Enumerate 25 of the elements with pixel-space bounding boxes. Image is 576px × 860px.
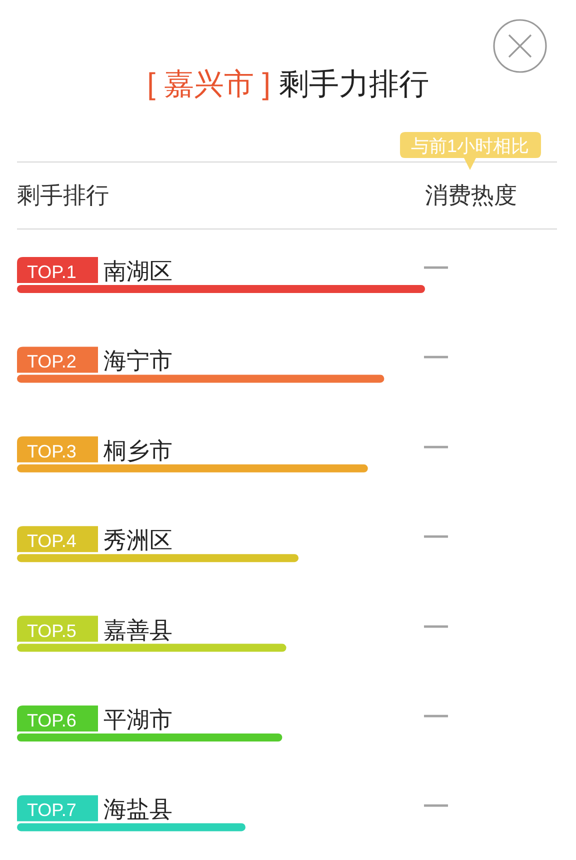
- category-label: TOP.2 海宁市: [27, 348, 172, 374]
- annotation: —: [424, 612, 448, 639]
- annotation: —: [424, 253, 448, 280]
- category-label: TOP.4 秀洲区: [27, 527, 172, 554]
- category-label: TOP.7 海盐县: [27, 796, 172, 822]
- text: 与前1小时相比: [410, 136, 530, 156]
- bar: [17, 734, 282, 742]
- bar: [17, 644, 286, 652]
- annotation: —: [424, 791, 448, 818]
- y-axis-title: 剩手排行: [17, 182, 109, 208]
- category-label: TOP.3 桐乡市: [27, 437, 172, 464]
- annotation: —: [424, 432, 448, 460]
- category-label: TOP.6 平湖市: [27, 706, 172, 732]
- annotation: —: [424, 702, 448, 728]
- annotation: —: [424, 522, 448, 550]
- bar: [17, 285, 425, 293]
- bar: [17, 823, 246, 832]
- chart-title: [ 嘉兴市 ] 剩手力排行: [147, 68, 429, 101]
- bar: [17, 464, 368, 472]
- bar: [17, 374, 384, 383]
- category-label: TOP.5 嘉善县: [27, 616, 172, 643]
- category-label: TOP.1 南湖区: [27, 258, 172, 284]
- annotation: —: [424, 342, 448, 370]
- bar: [17, 554, 299, 562]
- text: 消费热度: [425, 182, 517, 208]
